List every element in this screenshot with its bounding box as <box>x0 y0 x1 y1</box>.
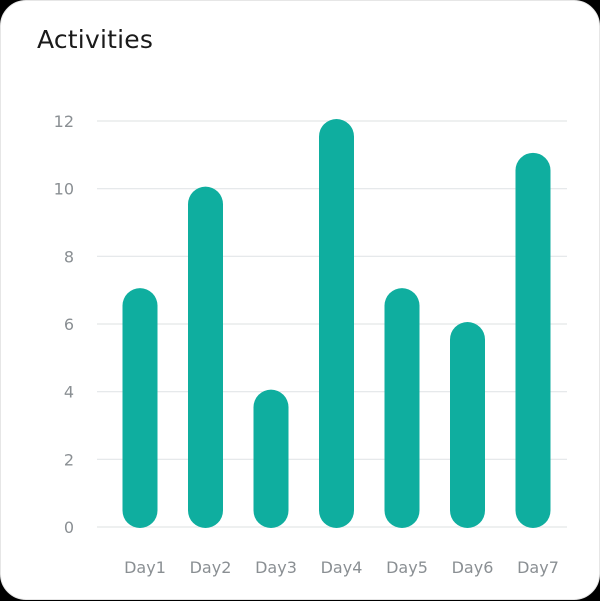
bars <box>122 119 551 529</box>
x-tick-label: Day5 <box>386 558 428 577</box>
y-tick-label: 2 <box>64 450 74 469</box>
x-tick-label: Day3 <box>255 558 297 577</box>
x-tick-label: Day6 <box>452 558 494 577</box>
x-tick-label: Day2 <box>190 558 232 577</box>
bar-day3 <box>253 389 289 528</box>
y-tick-label: 4 <box>64 383 74 402</box>
x-tick-label: Day7 <box>517 558 559 577</box>
bar-day1 <box>122 288 158 528</box>
bar-day5 <box>384 288 420 528</box>
bar-day2 <box>188 186 223 528</box>
x-axis-ticks: Day1 Day2 Day3 Day4 Day5 Day6 Day7 <box>124 558 559 577</box>
x-tick-label: Day1 <box>124 558 166 577</box>
chart-title: Activities <box>37 25 154 54</box>
y-tick-label: 12 <box>54 112 74 131</box>
y-tick-label: 6 <box>64 315 74 334</box>
y-tick-label: 0 <box>64 518 74 537</box>
bar-day7 <box>515 152 551 529</box>
bar-day4 <box>319 119 354 528</box>
y-axis-ticks: 0 2 4 6 8 10 12 <box>54 112 74 537</box>
y-tick-label: 8 <box>64 247 74 266</box>
bar-day6 <box>450 322 485 528</box>
x-tick-label: Day4 <box>321 558 363 577</box>
y-tick-label: 10 <box>54 180 74 199</box>
